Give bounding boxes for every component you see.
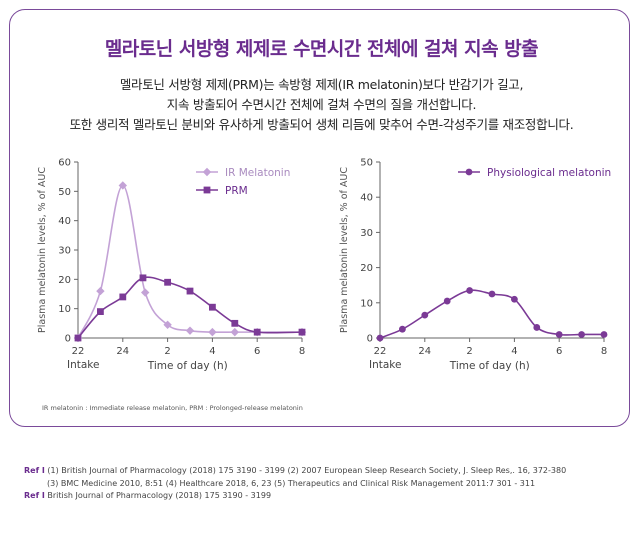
data-point [96,286,105,296]
data-point [163,320,172,329]
data-point [466,287,473,294]
series-line-1 [77,184,302,339]
data-point [511,295,518,303]
data-point [185,326,195,335]
chart-physiological: 0 10 20 30 40 50 22 24 2 4 6 8 Intake Time of day (h)… [330,150,620,394]
y-axis-label: Plasma melatonin levels, % of AUC [339,167,350,333]
y-tick-label: 0 [65,334,71,345]
data-point [399,325,406,333]
description-line-2: 지속 방출되어 수면시간 전체에 걸쳐 수면의 질을 개선합니다. [166,97,477,112]
data-point [74,334,82,342]
data-point [118,181,127,190]
series-line-2 [77,276,303,339]
data-point [533,324,541,331]
legend-label: PRM [225,185,248,197]
data-point [231,319,239,327]
data-point [376,334,384,342]
data-point [119,293,127,301]
reference-line-1: Ref I (1) British Journal of Pharmacolog… [24,465,566,478]
chart-ir-vs-prm: 0 10 20 30 40 50 60 22 24 2 4 6 8 Intake Time of day (… [28,150,318,394]
y-tick-label: 40 [58,216,71,227]
description-line-3: 또한 생리적 멜라토닌 분비와 유사하게 방출되어 생체 리듬에 맞추어 수면-… [69,117,574,132]
legend-label: IR Melatonin [225,167,290,179]
legend-marker [202,167,212,177]
y-tick-label: 50 [58,187,71,198]
x-axis-start-label: Intake [369,359,401,371]
data-point [186,287,194,295]
y-tick-label: 20 [360,263,373,274]
y-tick-label: 10 [360,298,373,309]
y-tick-label: 20 [58,275,71,286]
ref-tag: Ref I [24,466,45,475]
legend-marker [203,186,211,194]
legend-label: Physiological melatonin [487,167,611,179]
data-point [488,290,496,298]
y-tick-label: 10 [58,304,71,315]
x-tick-label: 22 [374,346,387,357]
data-point [421,311,429,319]
data-point [209,303,216,311]
x-tick-label: 2 [466,346,472,357]
x-axis-start-label: Intake [67,359,99,371]
y-axis-label: Plasma melatonin levels, % of AUC [37,167,48,333]
data-point [97,308,104,315]
reference-text: (3) BMC Medicine 2010, 8:51 (4) Healthca… [47,478,536,488]
data-point [208,327,217,337]
x-tick-label: 24 [418,346,431,357]
data-point [253,328,261,336]
x-axis-label: Time of day (h) [449,360,530,372]
data-point [139,274,147,282]
ref-tag: Ref I [24,491,45,500]
y-tick-label: 0 [367,334,373,345]
x-tick-label: 8 [601,346,607,357]
legend-marker [465,168,473,176]
y-tick-label: 50 [360,158,373,169]
x-tick-label: 2 [164,346,170,357]
reference-line-3: Ref I British Journal of Pharmacology (2… [24,490,566,503]
data-point [230,327,239,337]
data-point [555,331,563,338]
x-tick-label: 4 [511,346,517,357]
reference-line-2: (3) BMC Medicine 2010, 8:51 (4) Healthca… [24,478,566,491]
x-tick-label: 4 [209,346,215,357]
data-point [164,278,171,286]
reference-text: British Journal of Pharmacology (2018) 1… [44,491,272,500]
y-tick-label: 40 [360,193,373,204]
x-tick-label: 22 [72,346,85,357]
data-point [298,328,306,336]
data-point [600,331,608,338]
abbreviation-note: IR melatonin : Immediate release melaton… [42,404,303,412]
x-tick-label: 6 [556,346,562,357]
data-point [141,288,150,297]
x-tick-label: 24 [116,346,129,357]
x-tick-label: 8 [299,346,305,357]
description-line-1: 멜라토닌 서방형 제제(PRM)는 속방형 제제(IR melatonin)보다… [119,77,524,92]
references: Ref I (1) British Journal of Pharmacolog… [24,465,566,503]
x-tick-label: 6 [254,346,260,357]
reference-text: (1) British Journal of Pharmacology (201… [44,466,567,475]
y-tick-label: 60 [58,158,71,169]
data-point [443,297,451,305]
y-tick-label: 30 [360,228,373,239]
page-title: 멜라토닌 서방형 제제로 수면시간 전체에 걸쳐 지속 방출 [104,38,539,60]
content-card [9,9,630,427]
x-axis-label: Time of day (h) [147,360,228,372]
data-point [578,331,585,338]
y-tick-label: 30 [58,246,71,257]
